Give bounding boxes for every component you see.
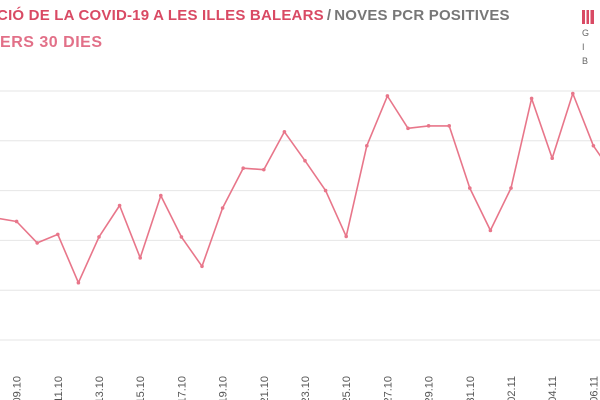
series-layer (0, 91, 600, 285)
series-line (0, 92, 600, 284)
data-point (488, 228, 493, 233)
gridlines (0, 90, 600, 341)
x-tick-label: 11.10 (53, 376, 65, 400)
data-point (385, 94, 390, 98)
data-point (241, 166, 245, 170)
data-point (365, 143, 369, 148)
data-point (14, 219, 19, 224)
data-point (159, 193, 163, 198)
data-point (426, 124, 431, 128)
x-tick-label: 06.11 (588, 376, 600, 400)
chart-title-main: UCIÓ DE LA COVID-19 A LES ILLES BALEARS (0, 7, 324, 24)
x-tick-label: 17.10 (176, 376, 188, 400)
data-point (550, 156, 554, 161)
x-tick-label: 13.10 (94, 376, 106, 400)
x-tick-label: 27.10 (382, 376, 394, 400)
data-point (220, 206, 225, 210)
x-tick-label: 23.10 (300, 376, 312, 400)
x-tick-label: 21.10 (259, 376, 271, 400)
data-point (282, 130, 287, 134)
x-tick-label: 09.10 (12, 376, 24, 400)
data-point (56, 232, 60, 237)
data-point (262, 167, 266, 172)
x-axis-ticks: 09.10 11.10 13.10 15.10 17.10 19.10 21.10 23.10… (12, 376, 600, 400)
data-point (447, 124, 452, 128)
chart-title-separator: / (326, 7, 332, 24)
data-point (509, 186, 513, 190)
x-tick-label: 31.10 (465, 376, 477, 400)
logo-text: G I B (582, 26, 600, 68)
chart-header: UCIÓ DE LA COVID-19 A LES ILLES BALEARS /… (0, 0, 600, 70)
data-point (529, 96, 534, 101)
data-point (117, 203, 122, 208)
chart-title: UCIÓ DE LA COVID-19 A LES ILLES BALEARS /… (0, 7, 510, 24)
data-point (303, 158, 307, 163)
logo-line-2: I (582, 42, 586, 52)
data-point (179, 235, 184, 239)
x-tick-label: 25.10 (341, 376, 353, 400)
x-tick-label: 29.10 (424, 376, 436, 400)
data-point (76, 280, 81, 285)
govern-logo: G I B (582, 6, 600, 66)
data-point (571, 91, 575, 96)
x-tick-label: 02.11 (506, 376, 518, 400)
logo-emblem-icon (582, 10, 594, 24)
data-point (344, 234, 349, 239)
data-point (323, 188, 328, 193)
x-tick-label: 04.11 (547, 376, 559, 400)
logo-line-3: B (582, 56, 590, 66)
x-tick-label: 15.10 (135, 376, 147, 400)
data-point (468, 186, 472, 190)
data-point (35, 241, 39, 245)
chart-title-sub: NOVES PCR POSITIVES (334, 7, 510, 24)
x-tick-label: 19.10 (218, 376, 230, 400)
chart-subtitle: RERS 30 DIES (0, 34, 103, 51)
logo-line-1: G (582, 28, 591, 38)
data-point (97, 235, 101, 239)
data-point (591, 143, 596, 148)
data-point (138, 256, 142, 260)
data-point (200, 264, 204, 269)
data-point (406, 126, 410, 131)
